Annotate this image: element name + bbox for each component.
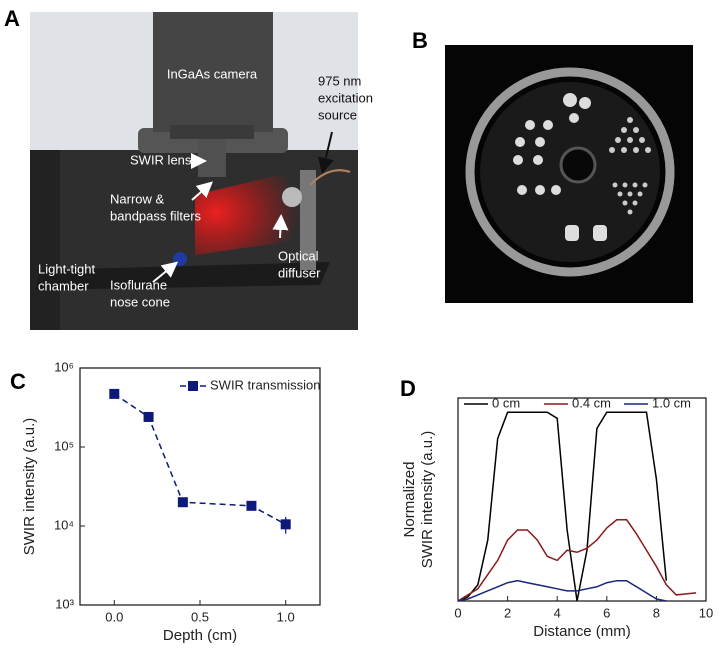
panel-label: C (10, 369, 26, 394)
fluorescence-image (445, 45, 693, 303)
annotation: 975 nm (318, 73, 361, 88)
series-line (457, 579, 667, 602)
data-point (109, 388, 120, 399)
annotation: InGaAs camera (167, 66, 258, 81)
plot-frame (457, 397, 707, 602)
y-tick-label: 10³ (55, 596, 74, 611)
y-axis-label: SWIR intensity (a.u.) (419, 431, 436, 569)
series-line (457, 411, 668, 602)
data-point (280, 519, 291, 530)
annotation: excitation (318, 90, 373, 105)
y-tick-label: 10⁶ (54, 359, 74, 374)
x-tick-label: 4 (554, 605, 561, 620)
data-point (246, 500, 257, 511)
annotation: Narrow & (110, 191, 165, 206)
x-tick-label: 8 (653, 605, 660, 620)
x-tick-label: 0.0 (105, 609, 123, 624)
annotation: bandpass filters (110, 208, 202, 223)
x-axis-label: Distance (mm) (533, 623, 631, 640)
y-axis-label: SWIR intensity (a.u.) (21, 418, 38, 556)
x-tick-label: 10 (699, 605, 713, 620)
legend-label: 0 cm (492, 395, 520, 410)
annotation: Optical (278, 248, 319, 263)
annotation: Isoflurane (110, 277, 167, 292)
panel-label: D (400, 376, 416, 401)
annotation: diffuser (278, 265, 321, 280)
legend-label: 1.0 cm (652, 395, 691, 410)
apparatus-render (30, 12, 358, 330)
annotation: SWIR lens (130, 152, 192, 167)
x-axis-label: Depth (cm) (163, 627, 237, 644)
annotation: Light-tight (38, 261, 95, 276)
legend-label: 0.4 cm (572, 395, 611, 410)
annotation: chamber (38, 278, 89, 293)
x-tick-label: 2 (504, 605, 511, 620)
plot-frame (79, 367, 321, 606)
x-tick-label: 0.5 (191, 609, 209, 624)
y-tick-label: 10⁵ (54, 438, 74, 453)
legend-label: SWIR transmission (210, 377, 321, 392)
annotation: nose cone (110, 294, 170, 309)
x-tick-label: 0 (454, 605, 461, 620)
legend-marker (188, 381, 198, 391)
panel-label: A (4, 6, 20, 31)
panel-label: B (412, 28, 428, 53)
x-tick-label: 1.0 (277, 609, 295, 624)
x-tick-label: 6 (603, 605, 610, 620)
data-point (177, 497, 188, 508)
annotation: source (318, 107, 357, 122)
series-line (113, 393, 287, 525)
series-line (457, 519, 697, 602)
y-tick-label: 10⁴ (54, 517, 74, 532)
data-point (143, 411, 154, 422)
y-axis-label: Normalized (401, 462, 418, 538)
